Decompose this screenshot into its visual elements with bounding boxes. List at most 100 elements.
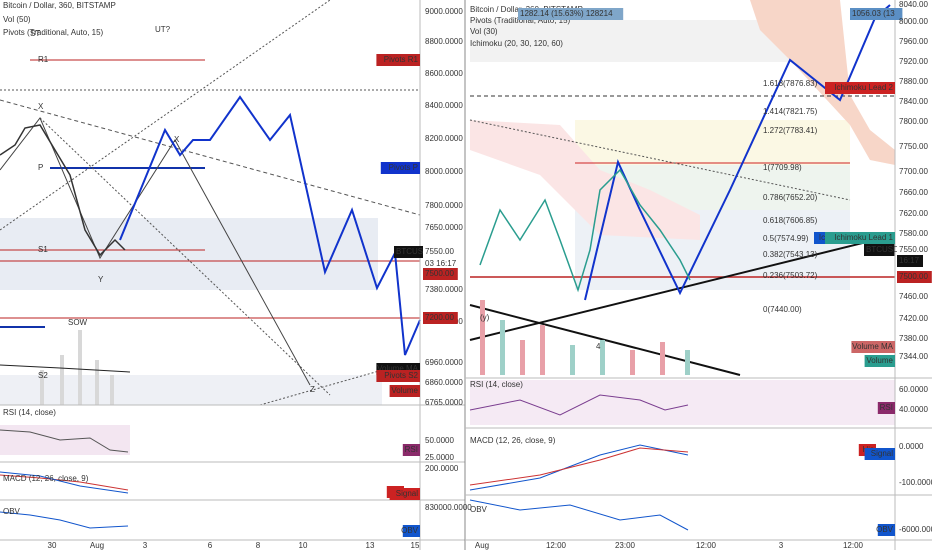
- rsi-line: [0, 429, 129, 453]
- price-tag: 16:17: [899, 256, 920, 265]
- price-label: 7880.00: [899, 77, 928, 86]
- indicator-tag: Signal: [396, 489, 418, 498]
- fib-label: 0(7440.00): [763, 305, 802, 314]
- indicator-tag: Signal: [871, 449, 893, 458]
- price-tag-bg: [864, 355, 895, 367]
- wave-line: [0, 117, 311, 386]
- x-tick-label: 12:00: [546, 541, 567, 550]
- indicator-label: 60.0000: [899, 385, 928, 394]
- trend-line: [39, 117, 331, 396]
- price-tag: Volume: [866, 356, 893, 365]
- price-label: 7700.00: [899, 167, 928, 176]
- price-label: 8600.0000: [425, 69, 463, 78]
- indicator-tag: OBV: [401, 526, 419, 535]
- indicator-label: -6000.0000: [899, 525, 932, 534]
- legend-text: Bitcoin / Dollar, 360, BITSTAMP: [3, 1, 116, 10]
- x-tick-label: 15: [411, 541, 420, 550]
- projection-path: [119, 95, 421, 356]
- price-tag-bg: [376, 54, 420, 66]
- price-tag: Pivots P: [389, 163, 418, 172]
- fib-label: 0.236(7503.72): [763, 271, 818, 280]
- indicator-tag-bg: [877, 524, 895, 536]
- annotation: SOW: [68, 318, 88, 327]
- price-tag: Ichimoku Lead 2: [834, 83, 893, 92]
- x-tick-label: 13: [366, 541, 375, 550]
- indicator-label: 0.0000: [899, 442, 924, 451]
- price-label: 7580.00: [899, 229, 928, 238]
- indicator-title: RSI (14, close): [470, 380, 523, 389]
- volume-ma: [0, 364, 131, 373]
- indicator-label: -100.0000: [899, 478, 932, 487]
- annotation: P: [38, 163, 43, 172]
- price-tag: 7550.00: [425, 247, 454, 256]
- indicator-title: MACD (12, 26, close, 9): [470, 436, 556, 445]
- price-tag: BTCUSD: [866, 245, 899, 254]
- x-tick-label: 3: [143, 541, 148, 550]
- price-tag-bg: [897, 271, 932, 283]
- price-label: 7660.00: [899, 188, 928, 197]
- volume-bars: [480, 300, 690, 375]
- price-tag-bg: [389, 385, 420, 397]
- indicator-tag: RSI: [405, 445, 418, 454]
- legend-text: Vol (50): [3, 15, 31, 24]
- price-tag-bg: [851, 341, 895, 353]
- price-tag: 7500.00: [425, 269, 454, 278]
- price-label: 6860.0000: [425, 378, 463, 387]
- indicator-title: OBV: [470, 505, 488, 514]
- fib-label: 0.5(7574.99): [763, 234, 809, 243]
- legend-text: Pivots (Traditional, Auto, 15): [470, 16, 571, 25]
- indicator-label: 50.0000: [425, 436, 454, 445]
- macd-line: [469, 444, 689, 491]
- price-label: 7920.00: [899, 57, 928, 66]
- fib-label: 1.272(7783.41): [763, 126, 818, 135]
- measure-label: 1056.03 (13: [852, 9, 895, 18]
- price-label: 7960.00: [899, 37, 928, 46]
- indicator-label: 830000.0000: [425, 503, 472, 512]
- ichimoku-cloud: [470, 120, 700, 240]
- annotation: Z: [310, 385, 315, 394]
- price-label: 8400.0000: [425, 101, 463, 110]
- price-tag-bg: [423, 246, 458, 258]
- price-label: 8000.0000: [425, 167, 463, 176]
- trend-line: [0, 99, 421, 216]
- price-tag: Pivots R1: [384, 55, 419, 64]
- x-tick-label: 10: [299, 541, 308, 550]
- obv-line: [469, 499, 689, 531]
- annotation: S1: [38, 245, 48, 254]
- price-tag-bg: [423, 312, 458, 324]
- annotation: R1: [38, 55, 49, 64]
- macd-signal: [469, 447, 689, 486]
- indicator-tag: OBV: [876, 525, 894, 534]
- price-label: 7620.00: [899, 209, 928, 218]
- price-tag-bg: [423, 258, 463, 270]
- indicator-label: 40.0000: [899, 405, 928, 414]
- macd-line: [0, 471, 129, 494]
- x-tick-label: 30: [48, 541, 57, 550]
- price-tag-bg: [825, 232, 895, 244]
- x-tick-label: 12:00: [843, 541, 864, 550]
- price-label: 9000.0000: [425, 7, 463, 16]
- price-tag: Pivots S2: [384, 371, 418, 380]
- fib-label: 1.414(7821.75): [763, 107, 818, 116]
- price-label: 7650.0000: [425, 223, 463, 232]
- price-tag: 7550.00: [899, 245, 928, 254]
- indicator-tag: RSI: [880, 403, 893, 412]
- fib-label: 0.618(7606.85): [763, 216, 818, 225]
- price-label: 7380.0000: [425, 285, 463, 294]
- x-tick-label: 6: [208, 541, 213, 550]
- indicator-label: 25.0000: [425, 453, 454, 462]
- indicator-label: 200.0000: [425, 464, 459, 473]
- x-tick-label: 3: [779, 541, 784, 550]
- price-tag-bg: [376, 370, 420, 382]
- macd-signal: [0, 474, 129, 491]
- annotation: 4: [596, 342, 601, 351]
- price-tag-bg: [423, 268, 458, 280]
- x-tick-label: Aug: [475, 541, 489, 550]
- price-label: 7800.0000: [425, 201, 463, 210]
- annotation: X: [174, 135, 180, 144]
- price-label: 7840.00: [899, 97, 928, 106]
- indicator-tag-bg: [402, 444, 420, 456]
- price-label: 8800.0000: [425, 37, 463, 46]
- indicator-tag-bg: [864, 448, 895, 460]
